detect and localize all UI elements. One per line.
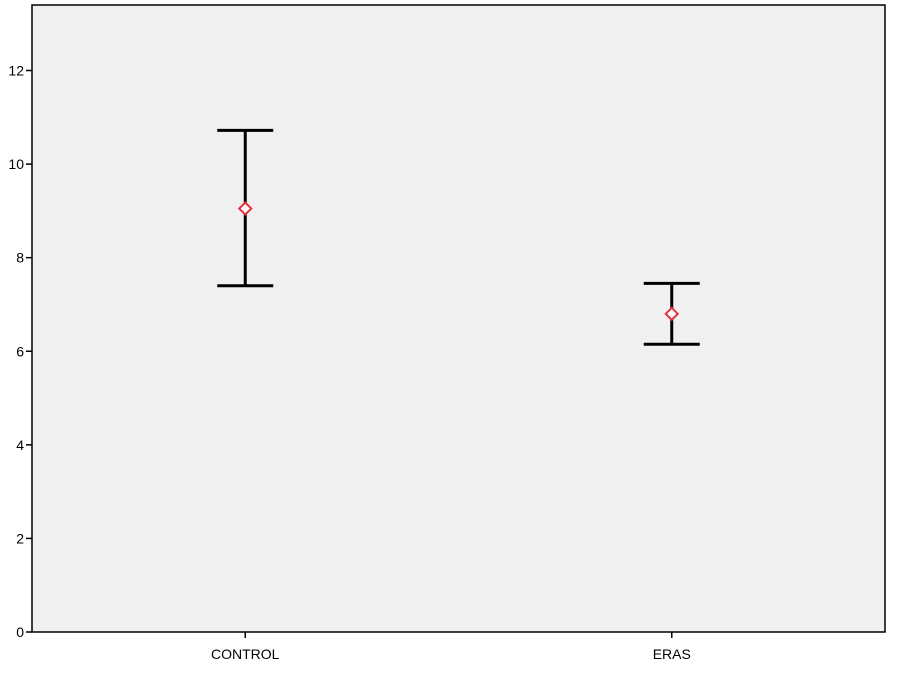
plot-area	[31, 4, 886, 633]
mean-marker	[237, 201, 253, 216]
x-tick-label: CONTROL	[211, 646, 280, 662]
y-tick-label: 2	[16, 530, 24, 546]
y-tick-label: 4	[16, 437, 24, 453]
y-tick-label: 0	[16, 624, 24, 640]
y-tick-label: 6	[16, 343, 24, 359]
y-axis: 0 2 4 6 8 10 12	[8, 63, 32, 640]
x-axis: CONTROL ERAS	[211, 632, 691, 662]
x-tick-label: ERAS	[653, 646, 691, 662]
y-tick-label: 8	[16, 250, 24, 266]
mean-marker	[664, 306, 680, 322]
y-tick-label: 12	[8, 63, 24, 79]
error-bars	[217, 128, 700, 346]
y-tick-label: 10	[8, 156, 24, 172]
